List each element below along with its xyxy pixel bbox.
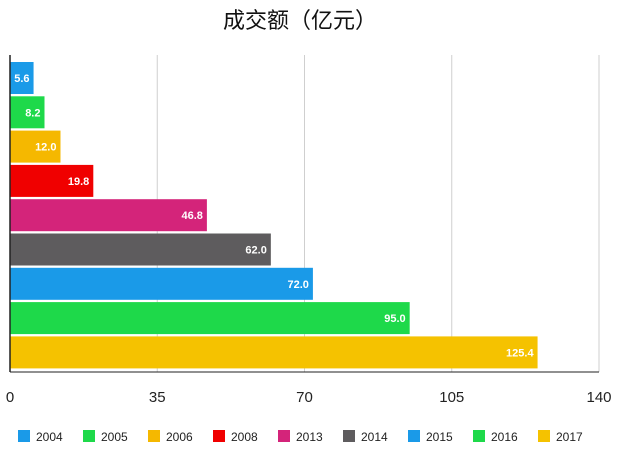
legend-label: 2005 [101, 430, 128, 444]
legend-swatch [278, 430, 290, 442]
bar-group-2017: 125.4 [10, 336, 538, 369]
bar-value-label: 46.8 [181, 210, 202, 222]
bar-group-2013: 46.8 [10, 199, 207, 232]
bar-2013 [10, 199, 207, 232]
legend: 2004 2005 2006 2008 2013 2014 2015 2016 2017 [18, 430, 583, 444]
bar-group-2014: 62.0 [10, 233, 271, 266]
legend-label: 2015 [426, 430, 453, 444]
bar-value-label: 8.2 [25, 107, 40, 119]
legend-swatch [213, 430, 225, 442]
bar-2005 [10, 96, 45, 129]
bar-group-2006: 12.0 [10, 130, 61, 163]
legend-item-2015: 2015 [408, 430, 453, 444]
x-tick-label: 0 [6, 389, 14, 406]
bar-2015 [10, 267, 313, 300]
legend-swatch [83, 430, 95, 442]
legend-label: 2013 [296, 430, 323, 444]
bar-value-label: 125.4 [506, 347, 534, 359]
bar-2008 [10, 164, 94, 197]
bar-2006 [10, 130, 61, 163]
x-tick-label: 105 [439, 389, 464, 406]
bar-value-label: 62.0 [245, 245, 266, 257]
bar-group-2004: 5.6 [10, 62, 34, 94]
legend-swatch [18, 430, 30, 442]
legend-item-2014: 2014 [343, 430, 388, 444]
legend-label: 2014 [361, 430, 388, 444]
legend-item-2008: 2008 [213, 430, 258, 444]
bar-group-2015: 72.0 [10, 267, 313, 300]
bar-group-2016: 95.0 [10, 302, 410, 335]
legend-swatch [148, 430, 160, 442]
legend-swatch [343, 430, 355, 442]
x-tick-label: 70 [296, 389, 313, 406]
bar-2004 [10, 62, 34, 94]
x-axis: 0 35 70 105 140 [6, 55, 612, 406]
chart-title: 成交额（亿元） [223, 9, 377, 34]
legend-item-2004: 2004 [18, 430, 63, 444]
legend-label: 2008 [231, 430, 258, 444]
legend-item-2017: 2017 [538, 430, 583, 444]
legend-swatch [408, 430, 420, 442]
x-tick-label: 140 [586, 389, 611, 406]
bar-2014 [10, 233, 271, 266]
bar-group-2008: 19.8 [10, 164, 94, 197]
bar-value-label: 12.0 [35, 142, 56, 154]
legend-item-2013: 2013 [278, 430, 323, 444]
bars: 5.6 8.2 12.0 19.8 46.8 62.0 72.0 95.0 125.4 [10, 62, 538, 369]
bar-2016 [10, 302, 410, 335]
bar-value-label: 72.0 [287, 279, 308, 291]
legend-label: 2004 [36, 430, 63, 444]
legend-label: 2017 [556, 430, 583, 444]
legend-swatch [538, 430, 550, 442]
bar-value-label: 19.8 [68, 176, 89, 188]
legend-swatch [473, 430, 485, 442]
bar-group-2005: 8.2 [10, 96, 45, 129]
bar-2017 [10, 336, 538, 369]
legend-label: 2006 [166, 430, 193, 444]
bar-value-label: 5.6 [14, 73, 29, 85]
legend-item-2005: 2005 [83, 430, 128, 444]
x-tick-label: 35 [149, 389, 166, 406]
legend-label: 2016 [491, 430, 518, 444]
legend-item-2016: 2016 [473, 430, 518, 444]
bar-value-label: 95.0 [384, 313, 405, 325]
legend-item-2006: 2006 [148, 430, 193, 444]
